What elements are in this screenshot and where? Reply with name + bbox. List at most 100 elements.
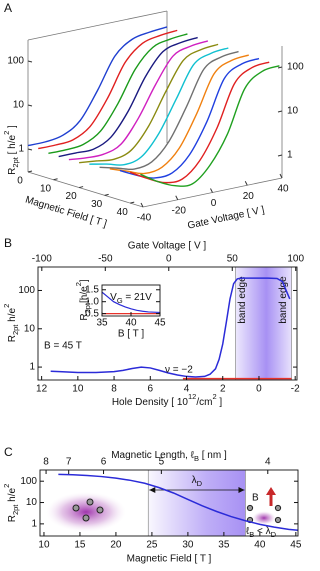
curve (38, 29, 178, 150)
x-tick-label: 10 (38, 540, 50, 551)
z-tick (27, 170, 33, 173)
x-tick-label: 35 (218, 540, 230, 551)
text-part: 2pt (83, 302, 92, 313)
text-part: G (117, 296, 123, 305)
y-tick-label: 1 (29, 362, 35, 373)
annotation: B (252, 493, 259, 504)
x-axis-label: Magnetic Field [ T ] (127, 554, 212, 565)
z-tick (104, 193, 109, 196)
y-tick-label: 10 (26, 497, 38, 508)
y-tick (27, 104, 33, 107)
y-tick-label: 10 (13, 100, 25, 111)
y-tick-label: 100 (7, 56, 24, 67)
annotation: B = 45 T (44, 341, 82, 352)
text-part: Hole Density [ 10 (112, 397, 189, 408)
text-part: R (7, 168, 18, 175)
x-tick-label: 40 (125, 318, 137, 329)
text-part: ] (7, 125, 18, 131)
curve (89, 47, 229, 166)
z-tick (53, 178, 58, 181)
x-tick (279, 173, 283, 179)
band-label: band edge (237, 276, 248, 324)
band-label: band edge (278, 276, 289, 324)
text-part: 12 (188, 392, 196, 401)
y-tick-label: 1.5 (85, 284, 99, 295)
text-part: R (7, 515, 18, 522)
x2-tick-label: 100 (287, 254, 304, 265)
box-edge (27, 10, 168, 41)
y-tick (27, 60, 33, 63)
arrow-head (238, 487, 245, 493)
x-tick-label: 35 (96, 318, 108, 329)
text-part: [ nm ] (199, 450, 227, 461)
y-axis-label: R2pt h/e2 (2, 484, 20, 523)
field-arrow (266, 487, 276, 506)
panel-letter: A (4, 1, 12, 15)
text-part: /cm (196, 397, 212, 408)
text-part: 2 (74, 282, 83, 286)
curve (27, 26, 168, 147)
x2-tick-label: 50 (227, 254, 239, 265)
y-tick (277, 154, 283, 157)
x2-tick-label: 8 (43, 457, 49, 468)
curve (99, 50, 239, 171)
y-tick-label: 10 (287, 106, 299, 117)
x-tick-label: 15 (74, 540, 86, 551)
z-tick-label: 40 (117, 207, 129, 218)
band-shade (235, 267, 292, 380)
z-tick-label: 20 (66, 191, 78, 202)
x-tick-label: 12 (36, 384, 48, 395)
charge-puddle-small (246, 504, 282, 525)
y-tick-label: 0.5 (85, 308, 99, 319)
x2-tick-label: 4 (265, 457, 271, 468)
text-part: ℓ (246, 526, 250, 537)
z-tick-label: 30 (91, 199, 103, 210)
x2-tick-label: 5 (159, 457, 165, 468)
x-tick-label: -40 (137, 213, 152, 224)
text-part: 2pt (11, 504, 20, 515)
box-edge (27, 171, 144, 208)
y-axis-label: R2pt [ h/e2 ] (2, 125, 20, 175)
text-part: D (271, 530, 277, 539)
curve (48, 33, 188, 155)
y-axis-label: R2pt h/e2 (2, 304, 20, 343)
y-tick-label: 100 (18, 285, 35, 296)
x-tick-label: 30 (182, 540, 194, 551)
text-part: R (7, 335, 18, 342)
z-tick (78, 186, 84, 189)
text-part: ] (217, 397, 223, 408)
x2-tick-label: -50 (98, 254, 113, 265)
y-axis-label: R2pt[h/e2] (74, 279, 92, 321)
x-tick-label: -2 (291, 384, 300, 395)
x-axis-label: B [ T ] (118, 329, 145, 340)
x-tick (244, 181, 248, 186)
y-tick-label: 1.0 (85, 296, 99, 307)
curve (109, 54, 249, 175)
x-tick-label: -20 (172, 205, 187, 216)
arrow-head (149, 487, 156, 493)
text-part: 2 (212, 392, 216, 401)
text-part: < λ (254, 526, 270, 537)
text-part: λ (192, 475, 197, 486)
y-tick-label: 1 (18, 144, 24, 155)
curve (119, 57, 260, 179)
annotation: ν = −2 (165, 365, 193, 376)
x-tick-label: 6 (148, 384, 154, 395)
x2-tick-label: 7 (66, 457, 72, 468)
panel-letter: B (4, 236, 12, 250)
x-tick-label: 10 (72, 384, 84, 395)
x-tick (175, 195, 179, 200)
curve (101, 291, 161, 314)
band-label: λD (192, 475, 203, 489)
text-part: Magnetic Length, ℓ (111, 450, 194, 461)
curve (68, 40, 209, 161)
x-tick-label: 0 (256, 384, 262, 395)
x2-tick-label: 0 (166, 254, 172, 265)
text-part: 2pt (11, 156, 20, 167)
y-tick (277, 110, 283, 113)
text-part: 2 (2, 131, 11, 135)
y-tick-label: 100 (287, 62, 304, 73)
panel-letter: C (4, 445, 13, 459)
